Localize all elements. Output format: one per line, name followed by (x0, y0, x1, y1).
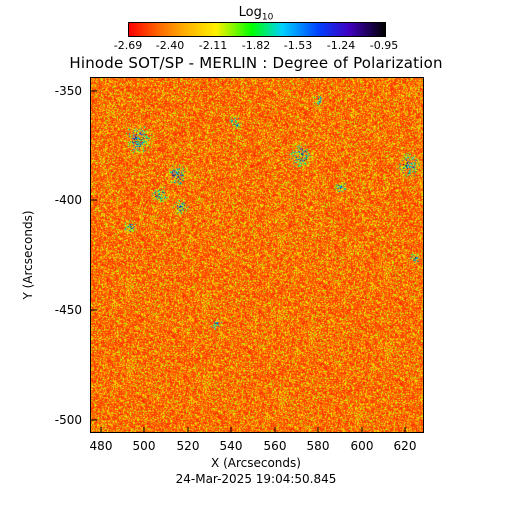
x-tick-label: 600 (350, 439, 374, 453)
colorbar-title: Log10 (0, 5, 512, 23)
colorbar-label-subscript: 10 (261, 12, 274, 23)
polarization-map (90, 77, 424, 433)
x-tick-label: 520 (176, 439, 200, 453)
colorbar-tick: -2.69 (113, 39, 143, 52)
colorbar-tick: -1.24 (326, 39, 356, 52)
colorbar-label: Log (238, 5, 262, 20)
y-tick-label: -450 (54, 303, 82, 317)
colorbar-tick: -2.11 (198, 39, 228, 52)
y-tick-label: -400 (54, 193, 82, 207)
y-tick-label: -350 (54, 84, 82, 98)
colorbar-tick: -1.82 (241, 39, 271, 52)
x-tick-label: 580 (306, 439, 330, 453)
timestamp: 24-Mar-2025 19:04:50.845 (175, 472, 337, 486)
colorbar-tick: -0.95 (369, 39, 399, 52)
colorbar-ticks: -2.69 -2.40 -2.11 -1.82 -1.53 -1.24 -0.9… (0, 39, 512, 53)
x-tick-label: 480 (89, 439, 113, 453)
colorbar-tick: -2.40 (155, 39, 185, 52)
colorbar (128, 22, 386, 37)
plot-frame (90, 77, 424, 433)
x-tick-label: 620 (393, 439, 417, 453)
x-tick-label: 500 (132, 439, 156, 453)
x-tick-label: 540 (219, 439, 243, 453)
y-tick-label: -500 (54, 413, 82, 427)
colorbar-tick: -1.53 (283, 39, 313, 52)
plot-title: Hinode SOT/SP - MERLIN : Degree of Polar… (69, 54, 443, 72)
y-axis-label: Y (Arcseconds) (21, 210, 35, 300)
x-axis-label: X (Arcseconds) (211, 456, 301, 470)
x-tick-label: 560 (263, 439, 287, 453)
